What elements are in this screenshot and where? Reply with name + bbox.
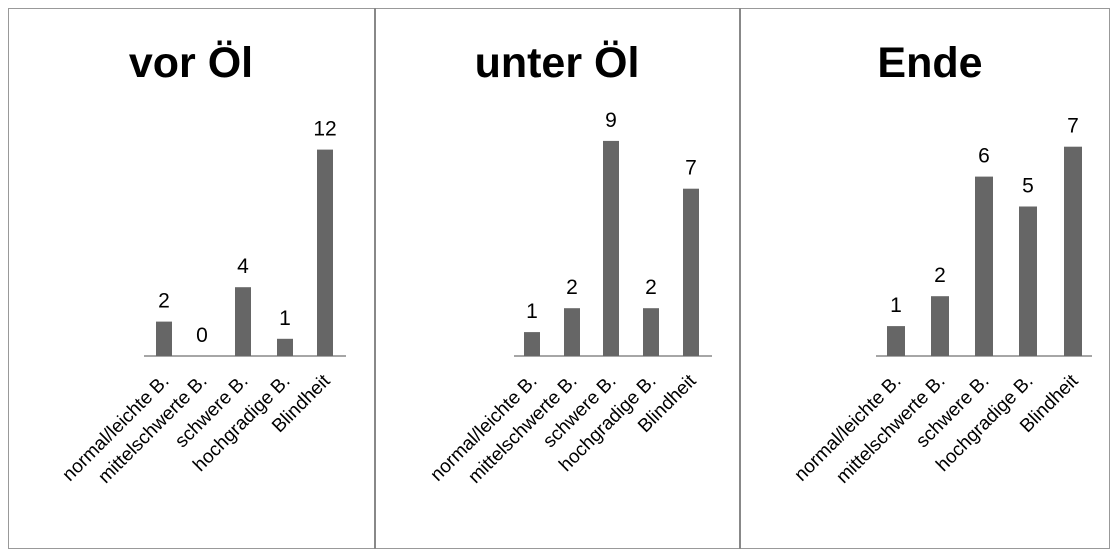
data-label: 2 <box>645 276 657 299</box>
data-label: 2 <box>934 264 946 287</box>
data-label: 1 <box>890 294 902 317</box>
bar <box>524 332 540 356</box>
bar <box>683 188 699 356</box>
bar <box>317 149 333 356</box>
bar <box>1019 206 1037 356</box>
data-label: 7 <box>1067 115 1079 138</box>
bar <box>643 308 659 356</box>
data-label: 1 <box>279 307 291 330</box>
data-label: 5 <box>1022 175 1034 198</box>
data-label: 9 <box>605 109 617 132</box>
panel-title: unter Öl <box>475 39 640 87</box>
bar <box>277 338 293 356</box>
bar <box>235 287 251 356</box>
panel-title: vor Öl <box>129 39 253 87</box>
data-label: 12 <box>313 118 336 141</box>
data-label: 2 <box>566 276 578 299</box>
bar <box>564 308 580 356</box>
bar <box>887 326 905 356</box>
data-label: 6 <box>978 145 990 168</box>
bar <box>603 140 619 356</box>
bar <box>931 296 949 356</box>
data-label: 1 <box>526 300 538 323</box>
data-label: 7 <box>685 157 697 180</box>
bar <box>975 176 993 356</box>
bar <box>156 321 172 356</box>
data-label: 0 <box>196 324 208 347</box>
panel-title: Ende <box>877 39 982 87</box>
bar <box>1064 146 1082 356</box>
data-label: 2 <box>158 290 170 313</box>
data-label: 4 <box>237 255 249 278</box>
